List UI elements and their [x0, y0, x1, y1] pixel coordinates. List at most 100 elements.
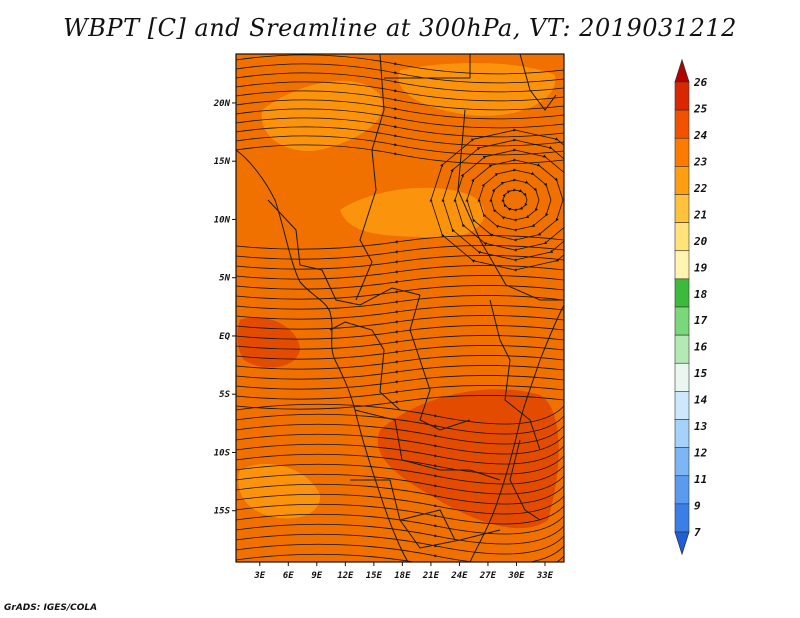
colorbar-label: 16 [694, 341, 708, 354]
streamline [236, 375, 564, 390]
colorbar-segment [674, 81, 690, 111]
colorbar-label: 7 [694, 526, 701, 539]
lon-label: 24E [450, 571, 468, 581]
colorbar-segment [674, 109, 690, 139]
streamline [236, 235, 564, 250]
colorbar-segment [674, 391, 690, 420]
border-drc-east [409, 294, 471, 431]
colorbar-segment [674, 194, 690, 223]
lat-label: 5S [219, 390, 230, 400]
streamline [236, 463, 564, 485]
colorbar-segment [674, 503, 690, 533]
plot-frame [235, 53, 565, 563]
colorbar-segment [674, 334, 690, 364]
wbpt-patch-gulf [237, 317, 300, 368]
lon-label: 33E [536, 571, 554, 581]
streamline [236, 395, 564, 410]
streamline [236, 108, 564, 129]
colorbar-label: 19 [694, 261, 708, 274]
streamline [236, 345, 564, 360]
border-drc-west [329, 321, 401, 411]
streamline [236, 533, 564, 555]
lon-label: 21E [422, 571, 440, 581]
streamline [236, 335, 564, 350]
colorbar-label: 12 [694, 447, 708, 460]
lon-label: 3E [253, 571, 265, 581]
streamline [429, 128, 564, 272]
lon-label: 27E [479, 571, 497, 581]
colorbar-label: 11 [694, 473, 707, 486]
lat-label: EQ [219, 332, 230, 342]
colorbar-label: 23 [693, 155, 708, 168]
lat-label: 10N [214, 215, 231, 225]
lat-label: 15S [214, 507, 231, 517]
lon-label: 18E [394, 571, 411, 581]
border-cameroon-car [321, 269, 421, 306]
colorbar-segment [674, 278, 690, 308]
streamline [236, 265, 564, 280]
colorbar-label: 25 [693, 102, 708, 115]
border-sudan-ethiopia [457, 109, 564, 301]
colorbar-label: 13 [694, 420, 708, 433]
border-angola-zambia [354, 409, 501, 481]
lat-label: 5N [219, 274, 230, 284]
streamline [236, 385, 564, 400]
streamline [236, 355, 564, 370]
streamline [236, 295, 564, 310]
colorbar-segment [674, 306, 690, 336]
streamline [236, 513, 564, 535]
latitude-axis: 20N 15N 10N 5N EQ 5S 10S 15S [213, 99, 236, 517]
colorbar-segment [674, 166, 690, 195]
colorbar-label: 22 [693, 182, 708, 195]
wbpt-patch-northeast [398, 63, 556, 116]
streamline [236, 81, 564, 102]
colorbar-label: 14 [694, 394, 708, 407]
colorbar-bottom-arrow [674, 531, 690, 556]
border-mozambique [509, 439, 541, 521]
map-title: WBPT [C] and Sreamline at 300hPa, VT: 20… [63, 14, 737, 42]
lon-label: 15E [366, 571, 383, 581]
streamline [236, 453, 564, 475]
plot-area [236, 54, 564, 562]
streamline [236, 543, 564, 562]
colorbar-label: 20 [693, 235, 708, 248]
streamline [236, 72, 564, 93]
colorbar-label: 15 [694, 367, 708, 380]
streamline [236, 285, 564, 300]
colorbar-segment [674, 447, 690, 477]
streamline [236, 473, 564, 495]
colorbar-label: 21 [693, 208, 707, 221]
streamline [236, 403, 564, 425]
coastline-east [469, 304, 564, 562]
colorbar-segment [674, 222, 690, 252]
streamline [236, 523, 564, 545]
colorbar-segment [674, 137, 690, 167]
coastline-west [236, 149, 409, 562]
colorbar-label: 24 [693, 129, 708, 142]
streamline [236, 325, 564, 340]
colorbar-top-arrow [674, 58, 690, 83]
streamline [236, 423, 564, 445]
streamline [236, 483, 564, 505]
streamline [236, 365, 564, 380]
streamline [236, 99, 564, 120]
colorbar-segment [674, 250, 690, 280]
streamline [236, 433, 564, 455]
streamline [236, 54, 564, 75]
colorbar-label: 18 [694, 288, 708, 301]
colorbar-label: 9 [694, 500, 701, 513]
streamline [236, 443, 564, 465]
lat-label: 20N [213, 99, 231, 109]
wbpt-patch-north [261, 80, 383, 151]
lon-label: 9E [311, 571, 322, 581]
lat-label: 10S [214, 448, 231, 458]
border-nigeria-cameroon [267, 199, 323, 271]
streamline [236, 305, 564, 320]
border-sudan-egypt [384, 54, 471, 79]
colorbar-segment [674, 362, 690, 392]
border-south-africa [399, 519, 501, 549]
streamline [236, 245, 564, 260]
longitude-axis: 3E 6E 9E 12E 15E 18E 21E 24E 27E 30E 33E [253, 562, 554, 581]
streamline [236, 90, 564, 111]
